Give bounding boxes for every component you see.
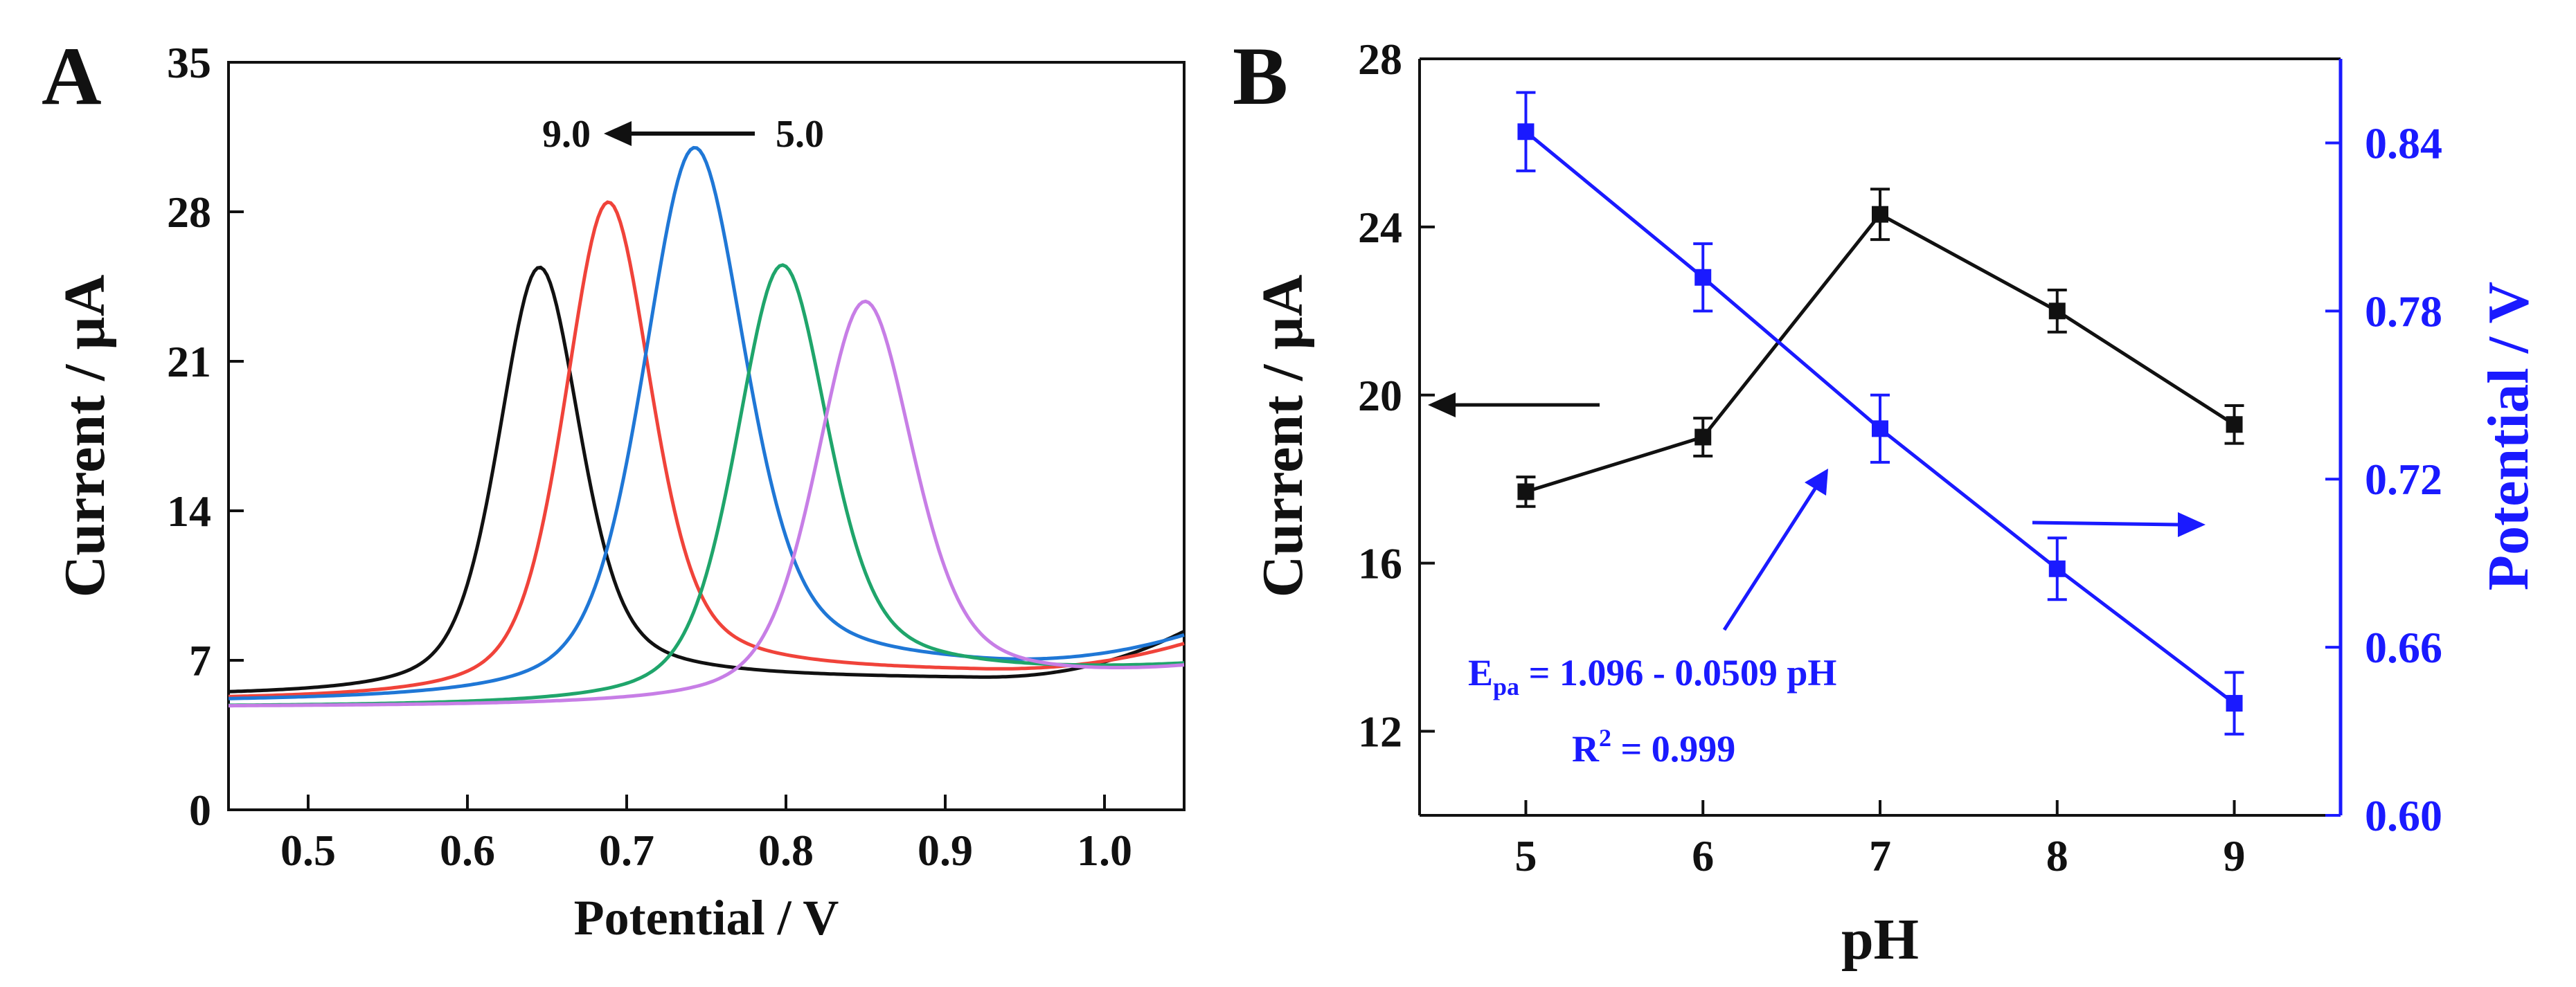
right-axis-indicator-arrowhead <box>2178 512 2206 537</box>
panel-a-y-tick-label: 28 <box>167 188 211 237</box>
annotation-arrow-head <box>604 121 632 146</box>
panel-b-x-tick-label: 9 <box>2224 831 2246 880</box>
panel-b-left-y-tick-label: 16 <box>1358 539 1402 588</box>
panel-a-curve-ph-6-0 <box>229 263 1185 707</box>
panel-b-current-point <box>1872 206 1888 223</box>
panel-a: 0.5 0.6 0.7 0.8 0.9 1.0 0 7 14 21 28 35 Potential … <box>53 38 1186 945</box>
right-axis-indicator-arrow <box>2032 520 2179 527</box>
annotation-to-label: 9.0 <box>542 113 591 156</box>
fit-equation: Epa = 1.096 - 0.0509 pH <box>1468 652 1836 700</box>
panel-a-x-tick-label: 0.7 <box>599 826 654 875</box>
panel-b-x-tick-label: 7 <box>1869 831 1891 880</box>
panel-a-x-tick-label: 0.8 <box>758 826 814 875</box>
panel-b-current-point <box>2048 302 2066 320</box>
panel-b-series <box>1516 91 2244 736</box>
panel-b-right-y-tick-label: 0.72 <box>2365 455 2442 504</box>
panel-a-x-tick-label: 0.5 <box>280 826 336 875</box>
panel-b-potential-point <box>1694 269 1712 286</box>
panel-a-x-tick-label: 0.6 <box>440 826 495 875</box>
panel-b-left-y-tick-label: 20 <box>1358 371 1402 420</box>
panel-b-right-y-tick-label: 0.66 <box>2365 623 2442 672</box>
panel-a-curve-ph-8-0 <box>228 200 1185 698</box>
panel-b-potential-point <box>2226 695 2243 712</box>
panel-letter-a: A <box>42 30 102 122</box>
panel-a-y-axis-label: Current / µA <box>53 274 117 597</box>
fit-r-squared: R2 = 0.999 <box>1572 724 1735 770</box>
panel-b-right-y-tick-label: 0.84 <box>2365 118 2442 167</box>
panel-a-curve-ph-5-0 <box>229 299 1185 708</box>
panel-a-x-axis-label: Potential / V <box>574 890 839 945</box>
panel-a-x-tick-label: 0.9 <box>918 826 973 875</box>
panel-a-y-tick-label: 14 <box>167 487 211 536</box>
panel-b-current-point <box>2226 416 2243 433</box>
panel-a-y-tick-label: 7 <box>189 636 211 685</box>
panel-b-right-y-ticks: 0.60 0.66 0.72 0.78 0.84 <box>2325 118 2442 840</box>
panel-b-x-ticks: 5 6 7 8 9 <box>1514 800 2246 880</box>
panel-b-x-tick-label: 6 <box>1692 831 1714 880</box>
equation-pointer-arrow <box>1722 483 1820 631</box>
panel-b: 5 6 7 8 9 12 16 20 24 28 0.60 0.66 0.72 0.78 0.84 pH… <box>1251 35 2541 972</box>
panel-a-y-tick-label: 21 <box>167 337 211 386</box>
panel-b-right-y-axis-label: Potential / V <box>2476 282 2541 590</box>
panel-a-curves <box>228 145 1186 708</box>
panel-b-potential-point <box>1517 123 1535 141</box>
panel-b-left-y-tick-label: 24 <box>1358 203 1402 252</box>
panel-b-current-point <box>1694 428 1712 446</box>
panel-b-left-y-axis-label: Current / µA <box>1251 274 1315 597</box>
equation-pointer-arrowhead <box>1805 469 1828 496</box>
panel-b-x-axis-label: pH <box>1841 907 1919 972</box>
panel-b-left-y-tick-label: 28 <box>1358 35 1402 84</box>
panel-b-x-tick-label: 8 <box>2046 831 2068 880</box>
panel-a-curve-ph-7-0 <box>228 145 1185 700</box>
panel-a-y-tick-label: 0 <box>189 786 211 835</box>
panel-b-right-y-tick-label: 0.78 <box>2365 287 2442 336</box>
panel-a-curve-ph-9-0 <box>228 265 1186 694</box>
annotation-from-label: 5.0 <box>776 113 824 156</box>
panel-b-left-y-ticks: 12 16 20 24 28 <box>1358 35 1435 757</box>
panel-a-x-tick-label: 1.0 <box>1077 826 1132 875</box>
panel-b-potential-point <box>1872 420 1888 437</box>
panel-b-x-tick-label: 5 <box>1514 831 1537 880</box>
left-axis-indicator-arrowhead <box>1428 392 1456 417</box>
panel-b-potential-point <box>2048 560 2066 577</box>
panel-b-right-y-tick-label: 0.60 <box>2365 791 2442 840</box>
panel-b-left-y-tick-label: 12 <box>1358 707 1402 757</box>
panel-a-x-ticks: 0.5 0.6 0.7 0.8 0.9 1.0 <box>280 795 1132 875</box>
panel-b-current-point <box>1517 483 1535 500</box>
panel-a-frame <box>227 61 1186 811</box>
panel-letter-b: B <box>1233 30 1288 122</box>
panel-a-y-tick-label: 35 <box>167 38 211 87</box>
panel-a-y-ticks: 0 7 14 21 28 35 <box>167 38 244 835</box>
